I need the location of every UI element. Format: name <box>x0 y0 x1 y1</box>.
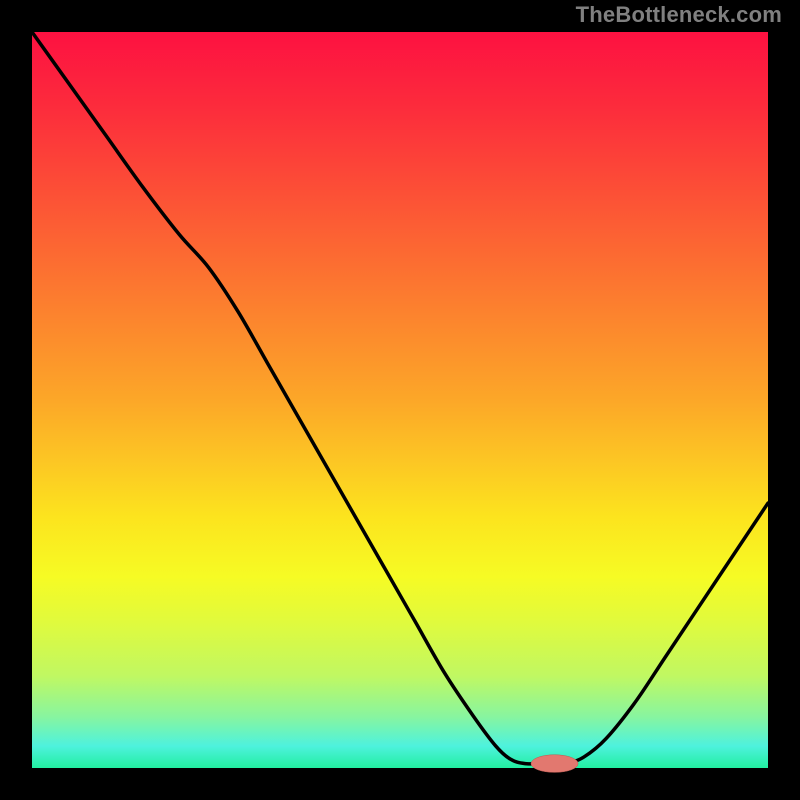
watermark-label: TheBottleneck.com <box>576 2 782 28</box>
bottleneck-chart <box>0 0 800 800</box>
plot-background <box>32 32 768 768</box>
optimal-marker <box>531 755 578 773</box>
chart-container: TheBottleneck.com <box>0 0 800 800</box>
